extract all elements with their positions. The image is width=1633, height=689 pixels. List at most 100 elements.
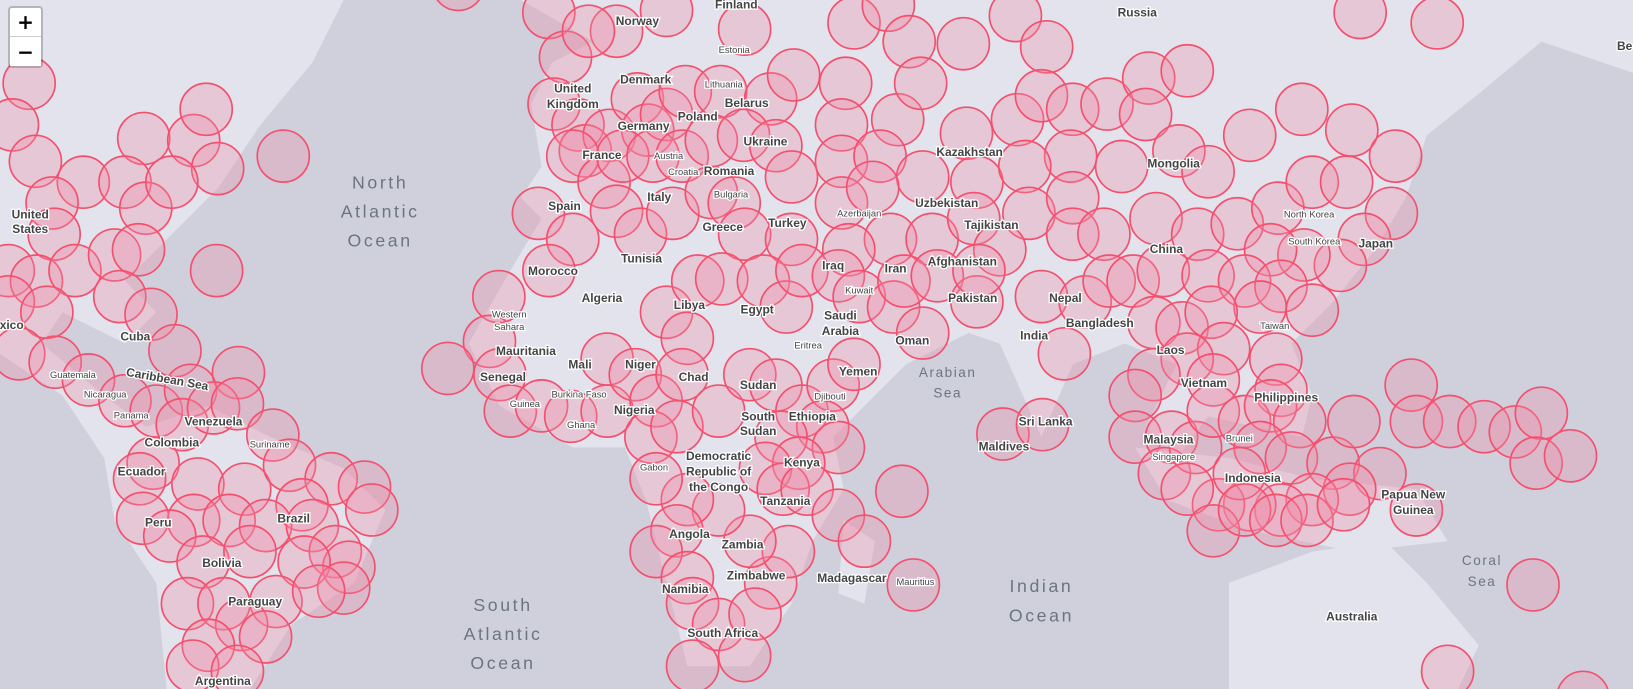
location-marker[interactable] xyxy=(1509,436,1564,491)
location-marker[interactable] xyxy=(92,269,147,324)
location-marker[interactable] xyxy=(1514,386,1569,441)
location-marker[interactable] xyxy=(210,644,265,689)
location-marker[interactable] xyxy=(1280,493,1334,548)
location-marker[interactable] xyxy=(543,389,598,444)
location-marker[interactable] xyxy=(832,269,887,324)
location-marker[interactable] xyxy=(728,587,782,641)
location-marker[interactable] xyxy=(1196,321,1251,376)
location-marker[interactable] xyxy=(1058,274,1113,329)
location-marker[interactable] xyxy=(1002,186,1056,241)
location-marker[interactable] xyxy=(1037,327,1092,381)
location-marker[interactable] xyxy=(0,274,36,329)
location-marker[interactable] xyxy=(1420,644,1475,689)
location-marker[interactable] xyxy=(25,176,79,230)
location-marker[interactable] xyxy=(1222,108,1277,163)
location-marker[interactable] xyxy=(952,243,1006,298)
location-marker[interactable] xyxy=(166,113,221,168)
location-marker[interactable] xyxy=(1254,363,1308,418)
location-marker[interactable] xyxy=(245,408,300,462)
location-marker[interactable] xyxy=(210,376,265,431)
location-marker[interactable] xyxy=(277,535,331,589)
location-marker[interactable] xyxy=(179,82,234,137)
location-marker[interactable] xyxy=(1422,394,1477,449)
location-marker[interactable] xyxy=(1045,207,1100,262)
location-marker[interactable] xyxy=(432,0,484,12)
location-marker[interactable] xyxy=(322,540,376,595)
location-marker[interactable] xyxy=(316,561,371,615)
location-marker[interactable] xyxy=(613,207,668,262)
location-marker[interactable] xyxy=(8,134,63,189)
location-marker[interactable] xyxy=(806,358,861,412)
location-marker[interactable] xyxy=(626,129,680,183)
location-marker[interactable] xyxy=(693,64,748,119)
location-marker[interactable] xyxy=(521,243,576,298)
location-marker[interactable] xyxy=(716,108,771,163)
zoom-out-button[interactable]: − xyxy=(10,37,41,66)
location-marker[interactable] xyxy=(186,381,241,435)
location-marker[interactable] xyxy=(190,141,245,196)
location-marker[interactable] xyxy=(990,92,1045,147)
location-marker[interactable] xyxy=(214,597,269,652)
location-marker[interactable] xyxy=(1384,358,1439,412)
location-marker[interactable] xyxy=(1082,254,1137,308)
location-marker[interactable] xyxy=(827,0,881,50)
location-marker[interactable] xyxy=(972,222,1027,277)
location-marker[interactable] xyxy=(1389,483,1444,537)
location-marker[interactable] xyxy=(1248,493,1303,548)
location-marker[interactable] xyxy=(87,228,142,282)
location-marker[interactable] xyxy=(115,491,170,546)
location-marker[interactable] xyxy=(471,269,526,324)
location-marker[interactable] xyxy=(665,639,720,689)
location-marker[interactable] xyxy=(155,397,210,452)
location-marker[interactable] xyxy=(1217,483,1272,537)
location-marker[interactable] xyxy=(610,72,665,126)
location-marker[interactable] xyxy=(1277,228,1331,282)
location-marker[interactable] xyxy=(1108,368,1163,423)
location-marker[interactable] xyxy=(142,509,197,563)
location-marker[interactable] xyxy=(814,176,869,230)
location-marker[interactable] xyxy=(1254,259,1308,314)
location-marker[interactable] xyxy=(291,564,346,619)
location-marker[interactable] xyxy=(756,462,811,517)
location-marker[interactable] xyxy=(1488,405,1543,459)
location-marker[interactable] xyxy=(1333,0,1388,40)
location-marker[interactable] xyxy=(717,2,772,56)
location-marker[interactable] xyxy=(337,460,392,514)
location-marker[interactable] xyxy=(511,186,566,241)
location-marker[interactable] xyxy=(764,150,819,204)
location-marker[interactable] xyxy=(223,524,277,579)
location-marker[interactable] xyxy=(1160,43,1215,98)
location-marker[interactable] xyxy=(0,98,40,152)
location-marker[interactable] xyxy=(1316,477,1371,532)
location-marker[interactable] xyxy=(1186,503,1241,558)
location-marker[interactable] xyxy=(775,243,829,298)
location-marker[interactable] xyxy=(144,155,199,209)
location-marker[interactable] xyxy=(1152,124,1206,178)
location-marker[interactable] xyxy=(473,347,527,402)
location-marker[interactable] xyxy=(766,48,821,102)
location-marker[interactable] xyxy=(1353,446,1407,501)
location-marker[interactable] xyxy=(1118,87,1173,142)
location-marker[interactable] xyxy=(1243,379,1298,433)
location-marker[interactable] xyxy=(1168,420,1223,475)
location-marker[interactable] xyxy=(27,207,82,262)
location-marker[interactable] xyxy=(462,314,517,369)
location-marker[interactable] xyxy=(1094,139,1149,194)
location-marker[interactable] xyxy=(837,514,892,569)
location-marker[interactable] xyxy=(694,252,749,306)
location-marker[interactable] xyxy=(420,341,475,396)
location-marker[interactable] xyxy=(1210,196,1265,251)
location-marker[interactable] xyxy=(1250,181,1305,236)
location-marker[interactable] xyxy=(1313,238,1368,293)
location-marker[interactable] xyxy=(639,0,694,38)
location-marker[interactable] xyxy=(1506,558,1560,612)
location-marker[interactable] xyxy=(1184,285,1239,340)
location-marker[interactable] xyxy=(882,14,937,69)
location-marker[interactable] xyxy=(1019,19,1074,74)
location-marker[interactable] xyxy=(1127,347,1181,402)
location-marker[interactable] xyxy=(827,337,881,392)
location-marker[interactable] xyxy=(1186,384,1241,438)
location-marker[interactable] xyxy=(256,129,311,183)
location-marker[interactable] xyxy=(1557,670,1609,689)
